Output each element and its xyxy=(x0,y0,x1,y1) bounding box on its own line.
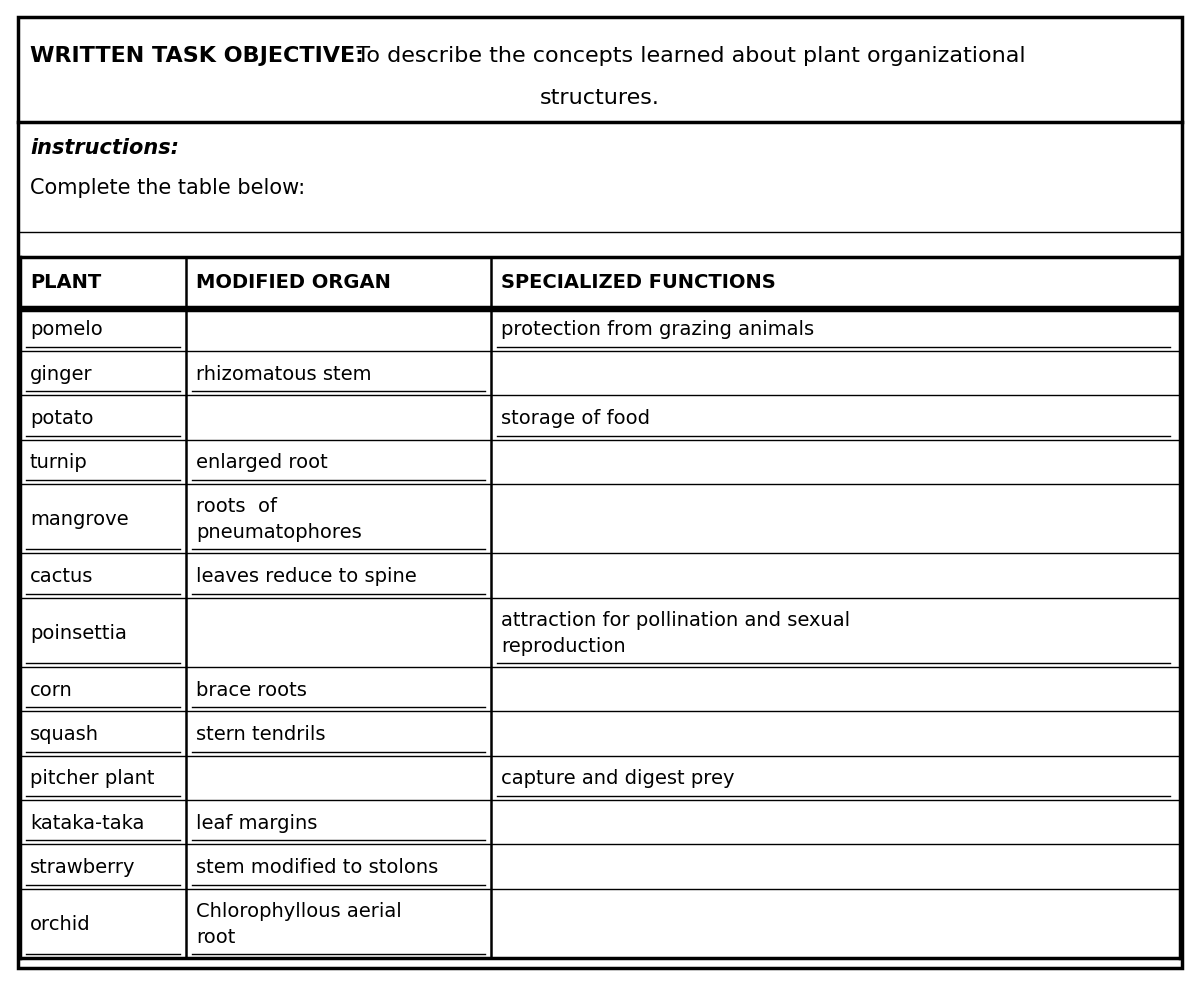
Text: SPECIALIZED FUNCTIONS: SPECIALIZED FUNCTIONS xyxy=(500,273,775,292)
Text: poinsettia: poinsettia xyxy=(30,623,127,642)
Text: Chlorophyllous aerial: Chlorophyllous aerial xyxy=(196,901,402,920)
Text: leaf margins: leaf margins xyxy=(196,812,317,832)
Text: WRITTEN TASK OBJECTIVE:: WRITTEN TASK OBJECTIVE: xyxy=(30,46,364,66)
Text: cactus: cactus xyxy=(30,567,94,586)
Text: orchid: orchid xyxy=(30,914,91,933)
Text: enlarged root: enlarged root xyxy=(196,453,328,472)
Text: To describe the concepts learned about plant organizational: To describe the concepts learned about p… xyxy=(335,46,1026,66)
Text: structures.: structures. xyxy=(540,88,660,107)
Text: strawberry: strawberry xyxy=(30,857,136,877)
Text: brace roots: brace roots xyxy=(196,680,307,699)
Text: kataka-taka: kataka-taka xyxy=(30,812,144,832)
Text: pneumatophores: pneumatophores xyxy=(196,523,361,542)
Text: protection from grazing animals: protection from grazing animals xyxy=(500,320,814,339)
Text: corn: corn xyxy=(30,680,73,699)
Text: attraction for pollination and sexual: attraction for pollination and sexual xyxy=(500,610,850,629)
Text: Complete the table below:: Complete the table below: xyxy=(30,177,305,198)
Text: rhizomatous stem: rhizomatous stem xyxy=(196,365,371,384)
Text: MODIFIED ORGAN: MODIFIED ORGAN xyxy=(196,273,391,292)
Text: leaves reduce to spine: leaves reduce to spine xyxy=(196,567,416,586)
Text: instructions:: instructions: xyxy=(30,138,179,158)
Text: pomelo: pomelo xyxy=(30,320,103,339)
Text: stern tendrils: stern tendrils xyxy=(196,725,325,743)
Text: turnip: turnip xyxy=(30,453,88,472)
Text: mangrove: mangrove xyxy=(30,510,128,528)
Text: potato: potato xyxy=(30,408,94,428)
Text: ginger: ginger xyxy=(30,365,92,384)
Text: stem modified to stolons: stem modified to stolons xyxy=(196,857,438,877)
Text: pitcher plant: pitcher plant xyxy=(30,769,155,788)
Text: squash: squash xyxy=(30,725,98,743)
Text: root: root xyxy=(196,927,235,947)
Text: storage of food: storage of food xyxy=(500,408,650,428)
Text: PLANT: PLANT xyxy=(30,273,101,292)
Text: capture and digest prey: capture and digest prey xyxy=(500,769,734,788)
Text: reproduction: reproduction xyxy=(500,636,625,656)
Text: roots  of: roots of xyxy=(196,497,277,516)
